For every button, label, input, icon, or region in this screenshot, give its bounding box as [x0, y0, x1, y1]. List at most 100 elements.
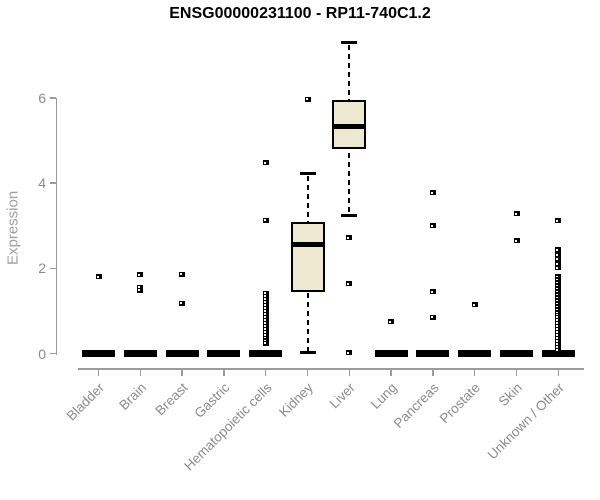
outlier-point [555, 283, 562, 289]
outlier-point [262, 323, 269, 329]
outlier-point [346, 350, 353, 356]
outlier-point [262, 160, 269, 166]
outlier-point [179, 300, 186, 306]
outlier-point [555, 286, 562, 292]
outlier-point [555, 277, 562, 283]
outlier-point [555, 304, 562, 310]
outlier-point [555, 301, 562, 307]
outlier-point [262, 340, 269, 346]
x-axis-label: Skin [495, 380, 526, 410]
outlier-point [95, 274, 102, 280]
x-axis-line [78, 368, 584, 370]
median-line [332, 123, 367, 129]
outlier-point [555, 274, 562, 280]
outlier-point [262, 305, 269, 311]
median-line [290, 242, 325, 248]
outlier-point [262, 311, 269, 317]
outlier-point [555, 265, 562, 271]
outlier-point [555, 335, 562, 341]
outlier-point [388, 319, 395, 325]
outlier-point [555, 280, 562, 286]
outlier-point [304, 96, 311, 102]
outlier-point [262, 296, 269, 302]
outlier-point [262, 290, 269, 296]
x-tick-mark [264, 368, 267, 376]
outlier-point [262, 217, 269, 223]
outlier-point [555, 323, 562, 329]
outlier-point [513, 211, 520, 217]
x-axis-label: Bladder [63, 380, 108, 424]
outlier-point [555, 298, 562, 304]
box [290, 222, 325, 292]
x-axis-label: Gastric [191, 380, 233, 421]
outlier-point [137, 272, 144, 278]
x-tick-mark [348, 368, 351, 376]
outlier-point [555, 317, 562, 323]
flat-box [82, 350, 115, 357]
x-tick-mark [139, 368, 142, 376]
x-axis-label: Breast [152, 380, 191, 419]
outlier-point [555, 256, 562, 262]
outlier-point [555, 338, 562, 344]
outlier-point [262, 338, 269, 344]
flat-box [249, 350, 283, 357]
outlier-point [555, 261, 562, 267]
outlier-point [429, 314, 436, 320]
outlier-point [137, 287, 144, 293]
x-tick-mark [223, 368, 225, 376]
outlier-point [555, 341, 562, 347]
flat-box [458, 350, 492, 357]
outlier-point [513, 238, 520, 244]
x-axis-label: Kidney [276, 380, 317, 420]
x-axis-label: Brain [116, 380, 149, 413]
y-tick-mark [49, 182, 56, 184]
outlier-point [555, 295, 562, 301]
x-tick-mark [432, 368, 434, 376]
outlier-point [555, 218, 562, 224]
outlier-point [555, 314, 562, 320]
x-axis-label: Lung [367, 380, 400, 412]
y-tick-mark [49, 352, 56, 355]
outlier-point [262, 320, 269, 326]
x-tick-mark [181, 368, 183, 376]
y-tick-mark [49, 267, 56, 270]
flat-box [500, 350, 533, 357]
x-tick-mark [97, 368, 100, 376]
whisker-cap-bottom [299, 351, 316, 355]
flat-box [207, 350, 241, 357]
outlier-point [429, 223, 436, 229]
outlier-point [262, 326, 269, 332]
y-tick-mark [49, 97, 56, 99]
outlier-point [262, 332, 269, 338]
x-tick-mark [390, 368, 392, 376]
flat-box [416, 350, 450, 357]
outlier-point [262, 308, 269, 314]
x-tick-mark [557, 368, 560, 376]
outlier-point [262, 293, 269, 299]
outlier-point [555, 344, 562, 350]
flat-box [541, 350, 575, 357]
outlier-point [137, 284, 144, 290]
outlier-point [262, 302, 269, 308]
flat-box [123, 350, 157, 357]
y-axis-line [55, 97, 57, 355]
outlier-point [262, 317, 269, 323]
whisker-cap-top [341, 41, 358, 45]
x-axis-label: Pancreas [390, 380, 442, 431]
outlier-point [262, 329, 269, 335]
chart-title: ENSG00000231100 - RP11-740C1.2 [169, 5, 431, 22]
x-tick-mark [473, 368, 476, 376]
outlier-point [555, 292, 562, 298]
outlier-point [555, 310, 562, 316]
outlier-point [429, 190, 436, 196]
outlier-point [555, 329, 562, 335]
outlier-point [262, 335, 269, 341]
outlier-point [179, 271, 186, 277]
outlier-point [346, 281, 353, 287]
outlier-point [262, 314, 269, 320]
outlier-point [346, 235, 353, 241]
y-tick-label: 0 [38, 345, 46, 362]
y-tick-label: 4 [38, 175, 46, 192]
flat-box [165, 350, 199, 357]
